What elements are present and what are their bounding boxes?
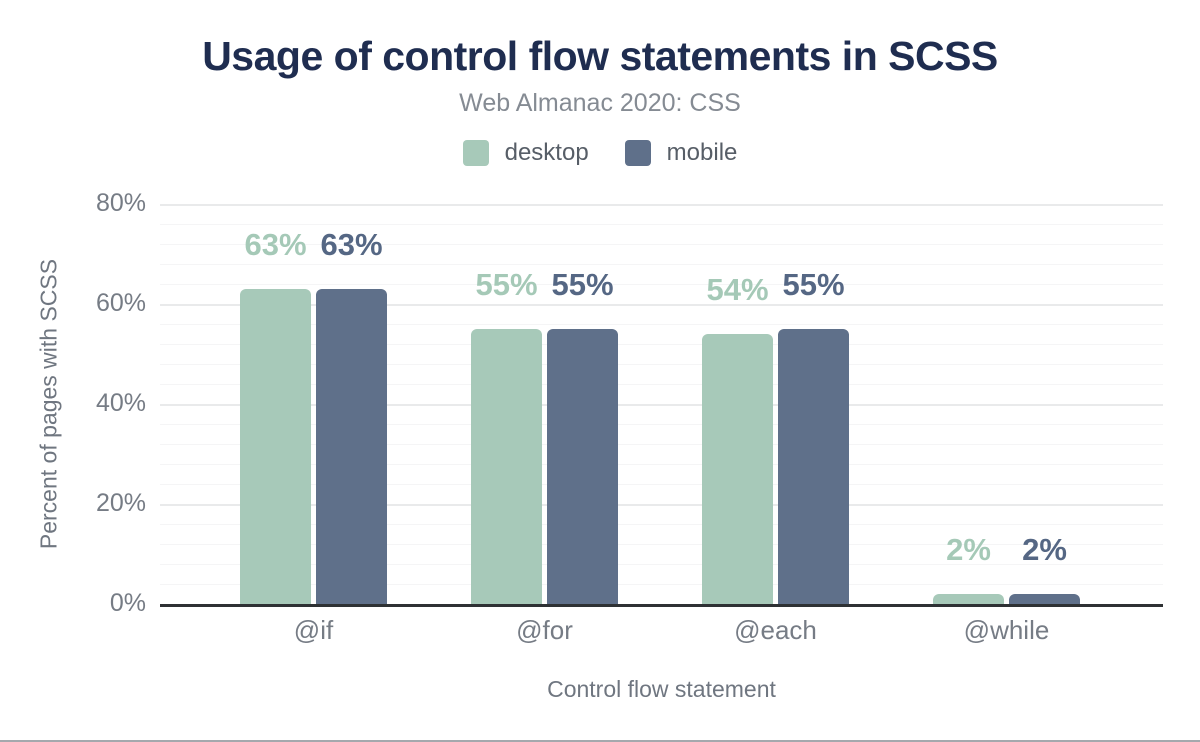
legend-item-desktop: desktop bbox=[462, 139, 589, 167]
x-tick-label-each: @each bbox=[734, 615, 817, 645]
gridline-minor bbox=[160, 264, 1163, 265]
legend-swatch-desktop bbox=[462, 140, 489, 166]
bar-value-label-desktop-each: 54% bbox=[706, 272, 769, 307]
x-tick-label-for: @for bbox=[516, 615, 573, 645]
y-tick-label: 80% bbox=[95, 189, 146, 217]
gridline-major bbox=[160, 404, 1163, 406]
bar-desktop-each bbox=[702, 334, 773, 604]
bar-value-label-mobile-for: 55% bbox=[551, 267, 614, 302]
gridline-minor bbox=[160, 364, 1163, 365]
gridline-major bbox=[160, 504, 1163, 506]
legend-label-mobile: mobile bbox=[666, 139, 738, 166]
gridline-minor bbox=[160, 424, 1163, 425]
gridline-minor bbox=[160, 464, 1163, 465]
bar-value-label-desktop-while: 2% bbox=[946, 532, 991, 567]
x-axis-ticks: @if @for @each @while bbox=[160, 617, 1163, 649]
gridline-minor bbox=[160, 344, 1163, 345]
x-tick-label-while: @while bbox=[963, 615, 1050, 645]
chart-title: Usage of control flow statements in SCSS bbox=[202, 33, 998, 79]
chart-subtitle: Web Almanac 2020: CSS bbox=[459, 89, 741, 117]
y-axis-ticks: 0% 20% 40% 60% 80% bbox=[0, 191, 146, 616]
y-tick-label: 40% bbox=[95, 389, 146, 417]
x-axis-baseline bbox=[160, 604, 1163, 607]
bar-value-label-desktop-if: 63% bbox=[244, 227, 307, 262]
gridline-minor bbox=[160, 244, 1163, 245]
x-axis-title: Control flow statement bbox=[547, 676, 776, 702]
gridline-minor bbox=[160, 524, 1163, 525]
bar-mobile-for bbox=[547, 329, 618, 604]
bar-mobile-while bbox=[1009, 594, 1080, 604]
gridline-major bbox=[160, 204, 1163, 206]
bar-mobile-each bbox=[778, 329, 849, 604]
gridline-minor bbox=[160, 584, 1163, 585]
bar-desktop-for bbox=[471, 329, 542, 604]
bar-value-label-desktop-for: 55% bbox=[475, 267, 538, 302]
bar-desktop-while bbox=[933, 594, 1004, 604]
figure-bottom-rule bbox=[0, 740, 1200, 742]
y-tick-label: 60% bbox=[95, 289, 146, 317]
gridline-minor bbox=[160, 544, 1163, 545]
bar-mobile-if bbox=[316, 289, 387, 604]
legend: desktop mobile bbox=[0, 139, 1200, 167]
bar-value-label-mobile-each: 55% bbox=[782, 267, 845, 302]
gridline-minor bbox=[160, 224, 1163, 225]
x-tick-label-if: @if bbox=[293, 615, 334, 645]
bar-value-label-mobile-while: 2% bbox=[1022, 532, 1067, 567]
gridline-minor bbox=[160, 384, 1163, 385]
y-tick-label: 0% bbox=[109, 589, 146, 617]
gridline-minor bbox=[160, 564, 1163, 565]
legend-swatch-mobile bbox=[624, 140, 651, 166]
gridline-minor bbox=[160, 284, 1163, 285]
y-tick-label: 20% bbox=[95, 489, 146, 517]
legend-item-mobile: mobile bbox=[624, 139, 738, 167]
gridline-minor bbox=[160, 484, 1163, 485]
bar-value-label-mobile-if: 63% bbox=[320, 227, 383, 262]
plot-area: 63% 63% 55% 55% 54% 55% 2% 2% bbox=[160, 204, 1163, 607]
gridline-major bbox=[160, 304, 1163, 306]
legend-label-desktop: desktop bbox=[504, 139, 589, 166]
bar-desktop-if bbox=[240, 289, 311, 604]
gridline-minor bbox=[160, 324, 1163, 325]
gridline-minor bbox=[160, 444, 1163, 445]
